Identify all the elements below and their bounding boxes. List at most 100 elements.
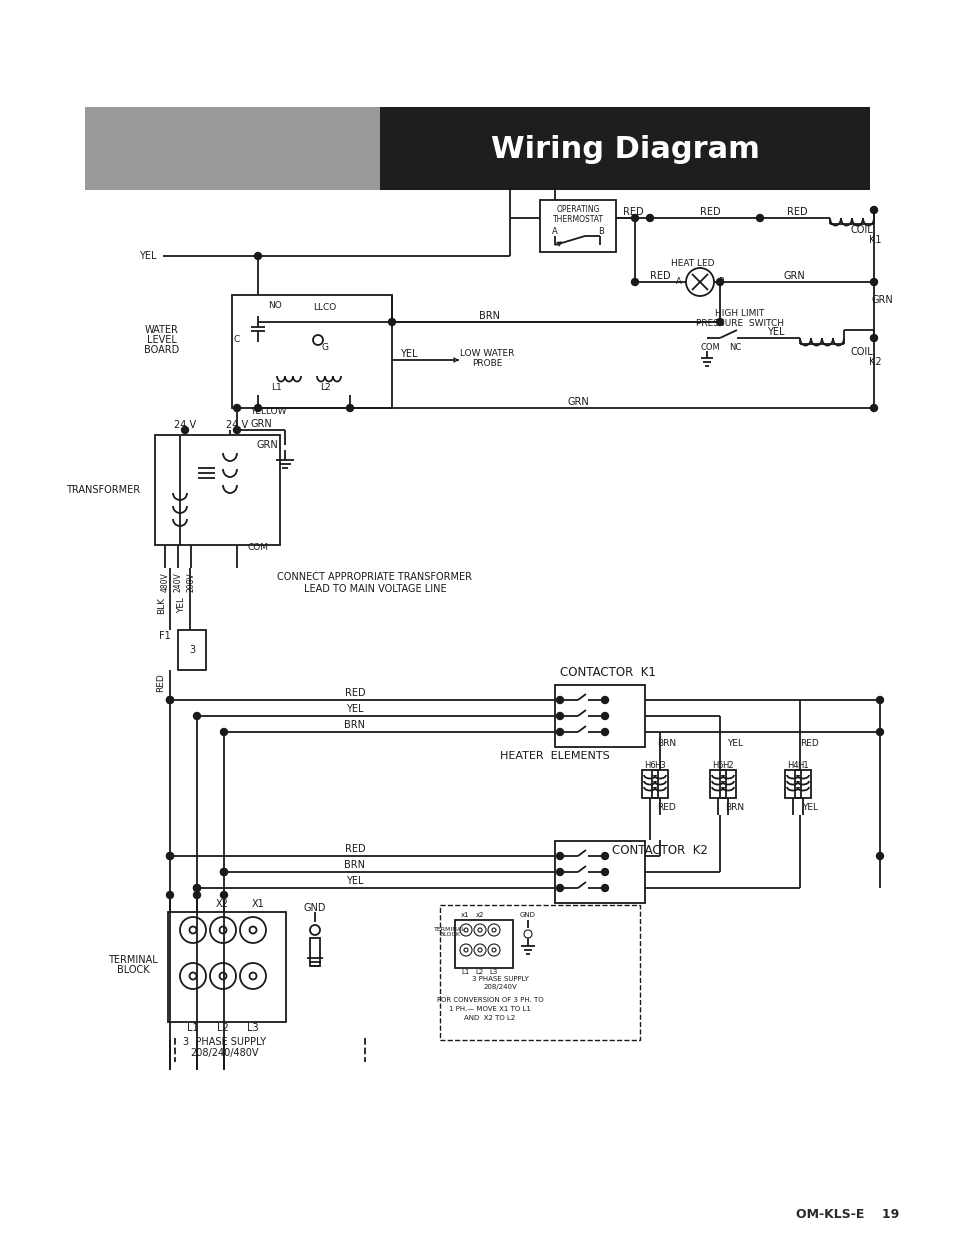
- Text: H1: H1: [797, 761, 808, 769]
- Text: TERMINAL
BLOCK: TERMINAL BLOCK: [434, 926, 465, 937]
- Bar: [178, 630, 206, 671]
- Text: RED: RED: [786, 207, 806, 217]
- Text: CONTACTOR  K2: CONTACTOR K2: [612, 845, 707, 857]
- Text: HEAT LED: HEAT LED: [671, 259, 714, 268]
- Bar: [651, 769, 667, 798]
- Text: YEL: YEL: [177, 597, 186, 613]
- Text: YEL: YEL: [346, 876, 363, 885]
- Circle shape: [869, 335, 877, 342]
- Text: L1: L1: [461, 969, 470, 974]
- Bar: [379, 107, 869, 190]
- Circle shape: [346, 405, 354, 411]
- Circle shape: [556, 697, 563, 704]
- Text: GRN: GRN: [566, 396, 588, 408]
- Text: 240V: 240V: [173, 572, 182, 592]
- Circle shape: [556, 884, 563, 892]
- Bar: [784, 769, 801, 798]
- Circle shape: [876, 852, 882, 860]
- Text: CONNECT APPROPRIATE TRANSFORMER: CONNECT APPROPRIATE TRANSFORMER: [277, 572, 472, 582]
- Circle shape: [220, 868, 227, 876]
- Circle shape: [167, 697, 173, 704]
- Text: BRN: BRN: [479, 311, 500, 321]
- Circle shape: [646, 215, 653, 221]
- Text: x2: x2: [476, 911, 484, 918]
- Bar: [555, 685, 644, 747]
- Bar: [85, 107, 379, 190]
- Text: L2: L2: [217, 1023, 229, 1032]
- Text: L2: L2: [319, 384, 330, 393]
- Circle shape: [556, 868, 563, 876]
- Text: COM: COM: [248, 543, 269, 552]
- Text: L1: L1: [187, 1023, 198, 1032]
- Text: TRANSFORMER: TRANSFORMER: [66, 485, 140, 495]
- Text: RED: RED: [657, 804, 676, 813]
- Circle shape: [556, 713, 563, 720]
- Circle shape: [220, 892, 227, 899]
- Text: GRN: GRN: [782, 270, 804, 282]
- Circle shape: [876, 729, 882, 736]
- Text: GND: GND: [519, 911, 536, 918]
- Text: YEL: YEL: [726, 739, 742, 747]
- Circle shape: [631, 279, 638, 285]
- Bar: [539, 200, 616, 252]
- Text: 480V: 480V: [160, 572, 170, 592]
- Text: 1 PH.— MOVE X1 TO L1: 1 PH.— MOVE X1 TO L1: [449, 1007, 531, 1011]
- Text: NC: NC: [728, 343, 740, 352]
- Circle shape: [601, 713, 608, 720]
- Circle shape: [193, 713, 200, 720]
- Text: RED: RED: [344, 844, 365, 853]
- Text: 3: 3: [189, 645, 194, 655]
- Circle shape: [193, 884, 200, 892]
- Circle shape: [631, 215, 638, 221]
- Bar: [310, 939, 319, 966]
- Text: C: C: [233, 336, 240, 345]
- Circle shape: [869, 405, 877, 411]
- Circle shape: [869, 206, 877, 214]
- Text: NO: NO: [268, 301, 281, 310]
- Text: BRN: BRN: [657, 739, 676, 747]
- Circle shape: [167, 697, 173, 704]
- Text: H5: H5: [712, 761, 723, 769]
- Text: BLOCK: BLOCK: [116, 965, 150, 974]
- Text: F1: F1: [159, 631, 171, 641]
- Circle shape: [601, 868, 608, 876]
- Text: L2: L2: [476, 969, 483, 974]
- Text: COM: COM: [700, 343, 720, 352]
- Text: 208V: 208V: [186, 572, 195, 592]
- Text: x1: x1: [460, 911, 469, 918]
- Text: LOW WATER: LOW WATER: [459, 350, 514, 358]
- Text: H6: H6: [643, 761, 655, 769]
- Text: LEVEL: LEVEL: [147, 335, 176, 345]
- Circle shape: [869, 279, 877, 285]
- Text: HIGH LIMIT: HIGH LIMIT: [715, 309, 764, 317]
- Text: LEAD TO MAIN VOLTAGE LINE: LEAD TO MAIN VOLTAGE LINE: [303, 584, 446, 594]
- Text: YEL: YEL: [766, 327, 784, 337]
- Circle shape: [233, 426, 240, 433]
- Text: RED: RED: [622, 207, 642, 217]
- Circle shape: [756, 215, 762, 221]
- Text: X1: X1: [252, 899, 264, 909]
- Text: 3  PHASE SUPPLY: 3 PHASE SUPPLY: [183, 1037, 266, 1047]
- Text: HEATER  ELEMENTS: HEATER ELEMENTS: [499, 751, 609, 761]
- Text: YEL: YEL: [399, 350, 417, 359]
- Bar: [168, 911, 286, 1023]
- Circle shape: [716, 319, 722, 326]
- Text: H3: H3: [654, 761, 665, 769]
- Text: YEL: YEL: [346, 704, 363, 714]
- Bar: [720, 769, 735, 798]
- Circle shape: [233, 405, 240, 411]
- Text: RED: RED: [649, 270, 670, 282]
- Bar: [641, 769, 658, 798]
- Text: CONTACTOR  K1: CONTACTOR K1: [559, 666, 656, 678]
- Bar: [232, 295, 392, 408]
- Text: B: B: [598, 226, 603, 236]
- Circle shape: [388, 319, 395, 326]
- Text: A: A: [552, 226, 558, 236]
- Text: GRN: GRN: [256, 440, 277, 450]
- Text: 24 V: 24 V: [173, 420, 196, 430]
- Text: GND: GND: [303, 903, 326, 913]
- Text: H4: H4: [786, 761, 798, 769]
- Text: PRESSURE  SWITCH: PRESSURE SWITCH: [696, 319, 783, 327]
- Text: FOR CONVERSION OF 3 PH. TO: FOR CONVERSION OF 3 PH. TO: [436, 997, 543, 1003]
- Text: B: B: [718, 278, 723, 287]
